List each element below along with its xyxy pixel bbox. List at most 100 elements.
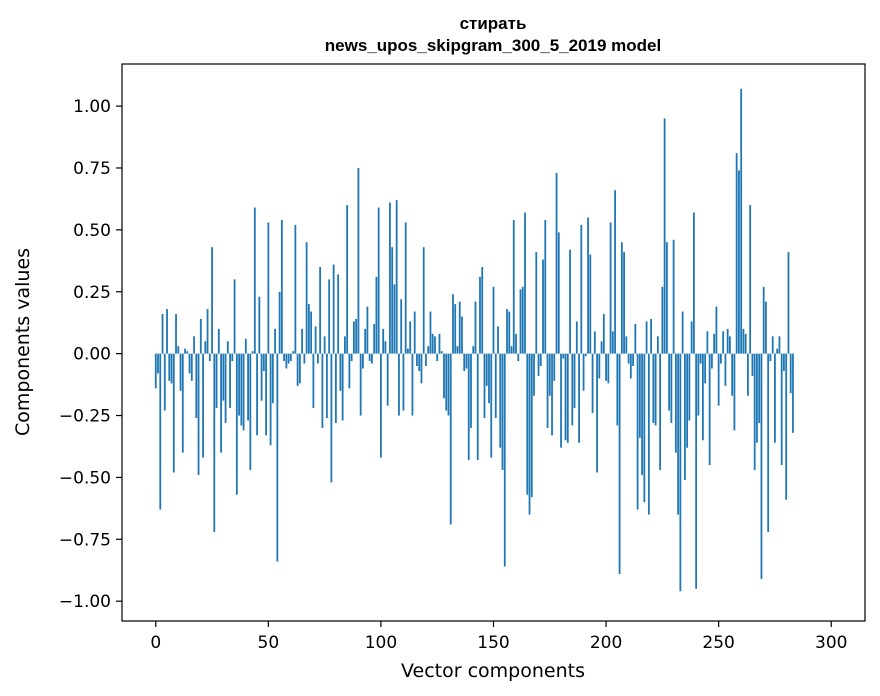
bar [188, 353, 191, 374]
bar [614, 190, 616, 354]
bar [515, 333, 517, 354]
bar [170, 353, 173, 384]
bar [384, 341, 387, 354]
x-tick-label: 0 [150, 633, 161, 653]
bar [411, 353, 414, 416]
bar [483, 353, 486, 418]
bar [674, 353, 677, 453]
bar [314, 326, 317, 354]
bar [409, 321, 412, 354]
bar [704, 353, 707, 384]
bar [206, 309, 209, 354]
y-tick-label: 0.75 [73, 159, 111, 179]
bar [643, 353, 646, 503]
bar [224, 353, 227, 423]
bar [463, 353, 466, 371]
bar [449, 353, 452, 525]
bar [445, 353, 448, 411]
bar [546, 353, 549, 428]
bar [733, 353, 736, 431]
bar [503, 353, 506, 567]
bar [287, 353, 290, 364]
bar [172, 353, 175, 473]
bar [749, 205, 752, 354]
bar [722, 331, 725, 354]
bar [742, 328, 745, 354]
bar [427, 346, 430, 354]
bar [422, 247, 425, 354]
bar [625, 336, 628, 354]
bar [661, 286, 664, 354]
bar [202, 353, 204, 458]
bar [501, 353, 504, 470]
bar [767, 353, 770, 532]
bar [600, 341, 603, 354]
x-tick-label: 100 [365, 633, 397, 653]
y-tick-label: 0.50 [73, 221, 111, 241]
bar [668, 353, 671, 411]
bar [656, 336, 659, 354]
bar [265, 353, 267, 436]
bar [688, 353, 691, 421]
bar [418, 353, 421, 371]
bar [720, 353, 722, 364]
bar [195, 353, 198, 418]
bar [634, 323, 637, 354]
bar [528, 353, 531, 515]
bar [323, 336, 326, 354]
bar [362, 353, 364, 369]
bar [154, 353, 157, 389]
bar [591, 353, 594, 414]
bar [521, 286, 524, 354]
bar [380, 353, 382, 458]
bar [683, 353, 686, 480]
y-tick-label: −0.25 [59, 407, 111, 427]
bar [476, 353, 479, 461]
bar [262, 353, 265, 371]
bar-series [154, 88, 794, 592]
bar [400, 299, 403, 354]
bar [334, 353, 337, 423]
bar [353, 321, 355, 354]
bar [312, 353, 315, 409]
bar [301, 328, 304, 354]
bar [280, 219, 283, 354]
bar [650, 318, 653, 354]
bar [316, 353, 319, 364]
bar [267, 222, 270, 354]
bar [213, 353, 216, 532]
bar [391, 247, 394, 354]
bar [542, 259, 544, 354]
bar [420, 353, 423, 384]
bar [458, 301, 461, 354]
bar [474, 301, 477, 354]
bar [580, 224, 583, 354]
bar [177, 346, 180, 354]
bar [217, 328, 220, 354]
bar [537, 353, 540, 376]
bar [364, 328, 367, 354]
bar [717, 353, 720, 406]
bar [562, 353, 565, 359]
bar [654, 353, 657, 426]
bar [157, 353, 159, 374]
bar [731, 353, 734, 396]
bar [490, 353, 493, 458]
bar [274, 328, 276, 354]
bar [756, 353, 758, 443]
bar [328, 279, 331, 354]
bar [251, 351, 254, 354]
bar [386, 353, 389, 406]
bar [792, 353, 794, 433]
bar [677, 353, 680, 515]
bar [175, 314, 177, 354]
bar [359, 353, 362, 416]
bar [215, 353, 218, 409]
x-tick-label: 150 [477, 633, 509, 653]
bar [452, 294, 454, 354]
x-tick-label: 50 [258, 633, 280, 653]
bar [771, 336, 774, 354]
bar [686, 353, 689, 448]
bar [544, 219, 547, 354]
bar [278, 291, 281, 354]
